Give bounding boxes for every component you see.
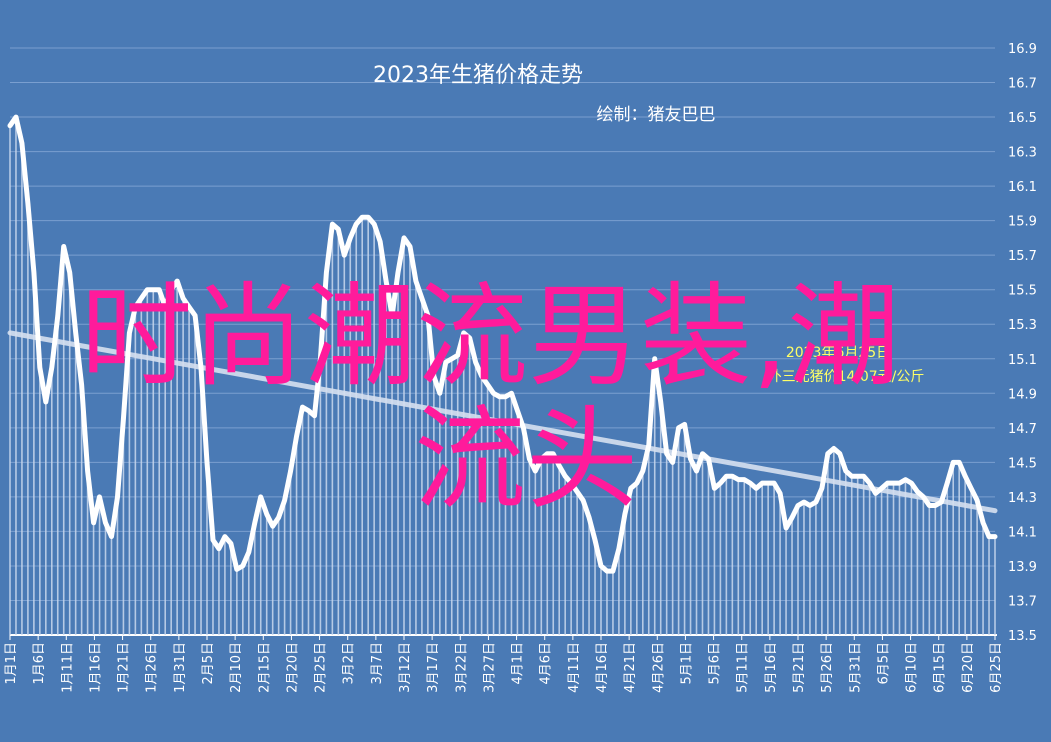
x-tick-label: 5月11日: [736, 642, 751, 693]
annotation-price: 外三元猪价14.07元/公斤: [768, 369, 925, 385]
x-tick-label: 2月10日: [229, 642, 244, 693]
y-tick-label: 16.5: [1008, 111, 1037, 126]
x-tick-labels: 1月1日 1月6日 1月11日 1月16日 1月21日 1月26日 1月31日 2月5日 2月1…: [4, 635, 1004, 693]
x-tick-label: 1月31日: [173, 642, 188, 693]
x-tick-label: 6月10日: [905, 642, 920, 693]
y-tick-label: 13.9: [1008, 560, 1037, 575]
x-tick-label: 4月16日: [595, 642, 610, 693]
x-tick-label: 3月2日: [342, 642, 357, 685]
x-tick-label: 2月20日: [285, 642, 300, 693]
y-tick-label: 15.1: [1008, 353, 1037, 368]
x-tick-label: 6月20日: [961, 642, 976, 693]
x-tick-label: 5月1日: [679, 642, 694, 685]
x-tick-label: 5月16日: [764, 642, 779, 693]
x-tick-label: 3月22日: [454, 642, 469, 693]
y-tick-label: 15.5: [1008, 284, 1037, 299]
gridlines: [10, 47, 997, 636]
x-tick-label: 3月12日: [398, 642, 413, 693]
x-tick-label: 4月21日: [623, 642, 638, 693]
x-tick-label: 1月26日: [145, 642, 160, 693]
x-tick-label: 5月21日: [792, 642, 807, 693]
x-tick-label: 4月26日: [651, 642, 666, 693]
y-tick-label: 16.1: [1008, 180, 1037, 195]
x-tick-label: 1月6日: [32, 642, 47, 685]
y-tick-labels: 13.5 13.7 13.9 14.1 14.3 14.5 14.7 14.9 15.1 15.3…: [1008, 42, 1037, 644]
x-tick-label: 2月5日: [201, 642, 216, 685]
y-tick-label: 13.7: [1008, 594, 1037, 609]
x-tick-label: 6月15日: [933, 642, 948, 693]
x-tick-label: 1月21日: [117, 642, 132, 693]
x-tick-label: 5月26日: [820, 642, 835, 693]
chart-subtitle: 绘制：猪友巴巴: [597, 105, 716, 125]
x-tick-label: 4月6日: [539, 642, 554, 685]
y-tick-label: 14.5: [1008, 456, 1037, 471]
y-tick-label: 14.9: [1008, 387, 1037, 402]
y-tick-label: 15.9: [1008, 215, 1037, 230]
x-tick-label: 3月17日: [426, 642, 441, 693]
x-tick-label: 3月7日: [370, 642, 385, 685]
x-tick-label: 2月25日: [314, 642, 329, 693]
y-tick-label: 14.7: [1008, 422, 1037, 437]
series-line: [7, 114, 998, 574]
y-tick-label: 14.1: [1008, 525, 1037, 540]
y-tick-label: 14.3: [1008, 491, 1037, 506]
y-tick-label: 15.7: [1008, 249, 1037, 264]
x-tick-label: 6月5日: [876, 642, 891, 685]
y-tick-label: 16.3: [1008, 146, 1037, 161]
x-tick-label: 5月6日: [708, 642, 723, 685]
trend-line: [7, 330, 998, 514]
x-tick-label: 5月31日: [848, 642, 863, 693]
x-tick-label: 1月11日: [60, 642, 75, 693]
overlay-text-line2: 流头: [414, 395, 638, 525]
x-tick-label: 4月1日: [511, 642, 526, 685]
y-tick-label: 16.7: [1008, 77, 1037, 92]
data-columns: [9, 117, 996, 635]
x-tick-label: 1月1日: [4, 642, 19, 685]
y-tick-label: 16.9: [1008, 42, 1037, 57]
x-tick-label: 2月15日: [257, 642, 272, 693]
overlay-text-line1: 时尚潮流男装,潮: [80, 272, 900, 402]
x-tick-label: 1月16日: [88, 642, 103, 693]
x-tick-label: 3月27日: [482, 642, 497, 693]
y-tick-label: 13.5: [1008, 629, 1037, 644]
x-tick-label: 6月25日: [989, 642, 1004, 693]
y-tick-label: 15.3: [1008, 318, 1037, 333]
chart-title: 2023年生猪价格走势: [373, 63, 583, 88]
annotation-date: 2023年6月25日: [786, 345, 890, 361]
x-tick-label: 4月11日: [567, 642, 582, 693]
